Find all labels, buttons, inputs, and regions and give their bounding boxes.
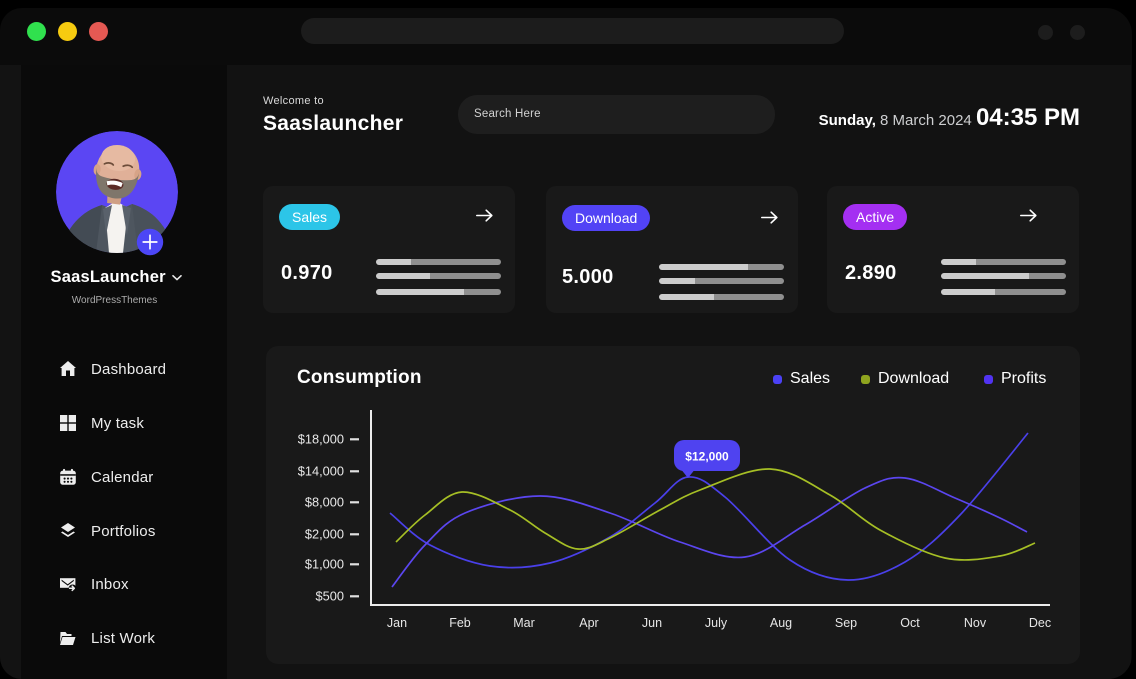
svg-text:$2,000: $2,000 — [305, 527, 344, 542]
svg-text:$8,000: $8,000 — [305, 495, 344, 510]
svg-text:Nov: Nov — [964, 616, 987, 630]
svg-text:July: July — [705, 616, 728, 630]
svg-text:$500: $500 — [316, 589, 344, 604]
svg-text:Jun: Jun — [642, 616, 662, 630]
svg-text:$18,000: $18,000 — [298, 432, 344, 447]
svg-text:$14,000: $14,000 — [298, 464, 344, 479]
svg-text:Feb: Feb — [449, 616, 471, 630]
svg-text:Aug: Aug — [770, 616, 792, 630]
svg-text:$1,000: $1,000 — [305, 557, 344, 572]
svg-text:Oct: Oct — [900, 616, 920, 630]
svg-text:Mar: Mar — [513, 616, 535, 630]
svg-text:$12,000: $12,000 — [685, 450, 729, 464]
svg-text:Sep: Sep — [835, 616, 857, 630]
svg-text:Jan: Jan — [387, 616, 407, 630]
svg-text:Apr: Apr — [579, 616, 598, 630]
svg-text:Dec: Dec — [1029, 616, 1051, 630]
